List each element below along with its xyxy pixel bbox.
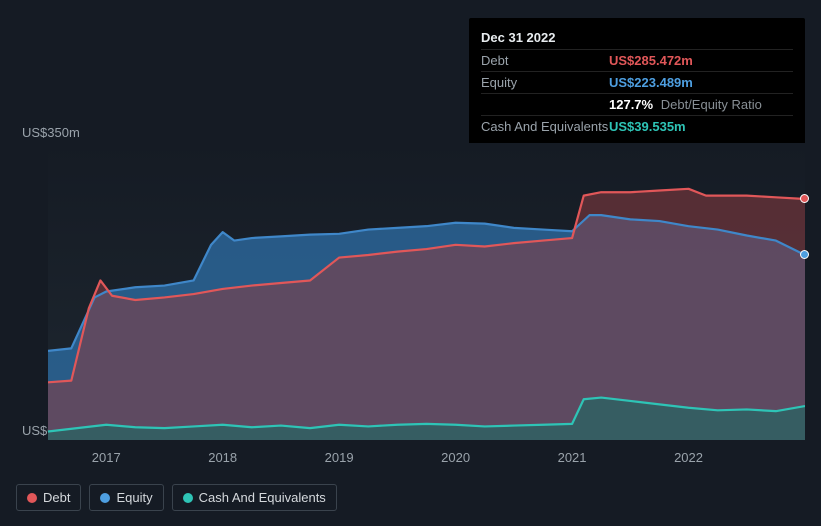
legend-swatch bbox=[27, 493, 37, 503]
x-tick: 2020 bbox=[441, 450, 470, 465]
tooltip-label-ratio bbox=[481, 97, 609, 112]
x-tick: 2017 bbox=[92, 450, 121, 465]
legend: Debt Equity Cash And Equivalents bbox=[16, 484, 337, 511]
y-axis-label-top: US$350m bbox=[22, 125, 80, 140]
x-tick: 2021 bbox=[558, 450, 587, 465]
x-tick: 2022 bbox=[674, 450, 703, 465]
end-marker-debt bbox=[800, 194, 809, 203]
tooltip-row-equity: Equity US$223.489m bbox=[481, 71, 793, 93]
chart-svg bbox=[48, 143, 805, 440]
x-tick: 2018 bbox=[208, 450, 237, 465]
end-marker-equity bbox=[800, 250, 809, 259]
legend-item-equity[interactable]: Equity bbox=[89, 484, 163, 511]
legend-label: Cash And Equivalents bbox=[199, 490, 326, 505]
tooltip-ratio-suffix: Debt/Equity Ratio bbox=[661, 97, 762, 112]
legend-swatch bbox=[100, 493, 110, 503]
tooltip-date: Dec 31 2022 bbox=[481, 26, 793, 49]
tooltip-value-cash: US$39.535m bbox=[609, 119, 686, 134]
legend-item-cash-and-equivalents[interactable]: Cash And Equivalents bbox=[172, 484, 337, 511]
tooltip-row-ratio: 127.7% Debt/Equity Ratio bbox=[481, 93, 793, 115]
tooltip-row-cash: Cash And Equivalents US$39.535m bbox=[481, 115, 793, 137]
tooltip-row-debt: Debt US$285.472m bbox=[481, 49, 793, 71]
tooltip-value-debt: US$285.472m bbox=[609, 53, 693, 68]
tooltip-ratio-pct: 127.7% bbox=[609, 97, 653, 112]
legend-swatch bbox=[183, 493, 193, 503]
legend-label: Equity bbox=[116, 490, 152, 505]
tooltip-value-equity: US$223.489m bbox=[609, 75, 693, 90]
chart-container: { "tooltip": { "date": "Dec 31 2022", "d… bbox=[0, 0, 821, 526]
data-tooltip: Dec 31 2022 Debt US$285.472m Equity US$2… bbox=[469, 18, 805, 145]
tooltip-label-cash: Cash And Equivalents bbox=[481, 119, 609, 134]
x-axis: 2017 2018 2019 2020 2021 2022 bbox=[48, 450, 805, 470]
tooltip-label-equity: Equity bbox=[481, 75, 609, 90]
legend-label: Debt bbox=[43, 490, 70, 505]
tooltip-label-debt: Debt bbox=[481, 53, 609, 68]
chart-plot-area[interactable] bbox=[48, 143, 805, 440]
x-tick: 2019 bbox=[325, 450, 354, 465]
tooltip-value-ratio: 127.7% Debt/Equity Ratio bbox=[609, 97, 762, 112]
legend-item-debt[interactable]: Debt bbox=[16, 484, 81, 511]
